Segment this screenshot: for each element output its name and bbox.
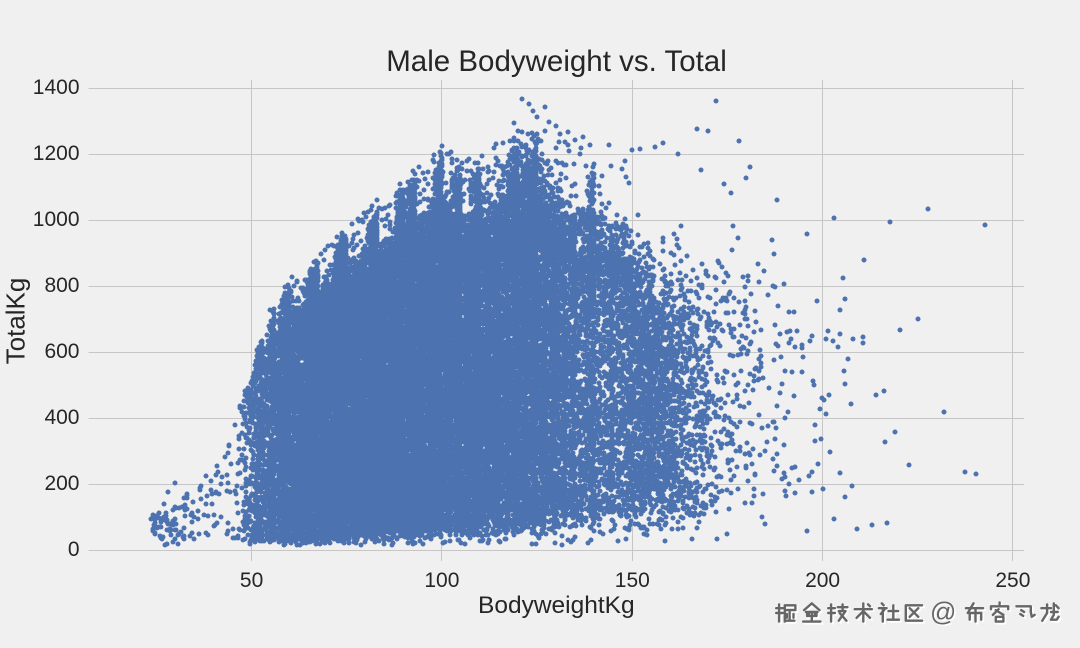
- svg-text:@: @: [930, 597, 956, 627]
- svg-text:@: @: [932, 598, 958, 628]
